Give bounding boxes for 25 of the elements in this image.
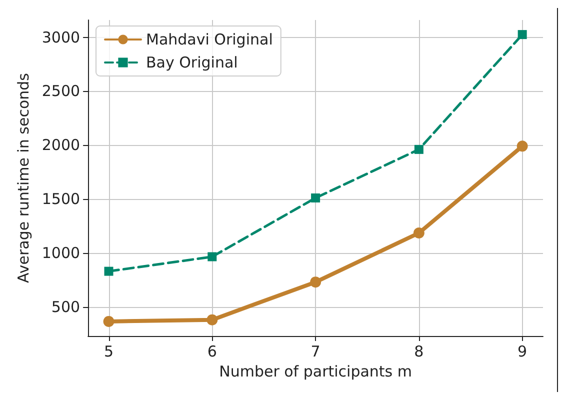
x-tick-label: 8: [414, 342, 424, 360]
point: [413, 228, 424, 238]
point: [516, 140, 528, 152]
y-tick-label: 2000: [42, 136, 80, 154]
x-tick-label: 5: [104, 342, 114, 360]
point: [310, 276, 322, 288]
point: [206, 314, 218, 326]
y-tick-label: 1500: [42, 190, 80, 208]
y-tick-label: 2500: [42, 82, 80, 100]
legend-label: Bay Original: [146, 54, 238, 72]
y-axis-title: Average runtime in seconds: [14, 72, 32, 283]
x-tick-label: 9: [518, 342, 528, 360]
legend-label: Mahdavi Original: [146, 30, 273, 48]
y-tick-label: 1000: [42, 244, 80, 262]
x-tick-label: 6: [207, 342, 217, 360]
x-tick-label: 7: [310, 342, 320, 360]
point: [311, 193, 320, 202]
x-axis-title: Number of participants m: [219, 362, 412, 380]
point: [208, 252, 217, 262]
point: [103, 316, 114, 327]
point: [104, 266, 114, 276]
y-tick-label: 500: [51, 298, 80, 316]
point: [414, 144, 424, 154]
y-tick-label: 3000: [42, 28, 80, 46]
point: [518, 30, 527, 40]
